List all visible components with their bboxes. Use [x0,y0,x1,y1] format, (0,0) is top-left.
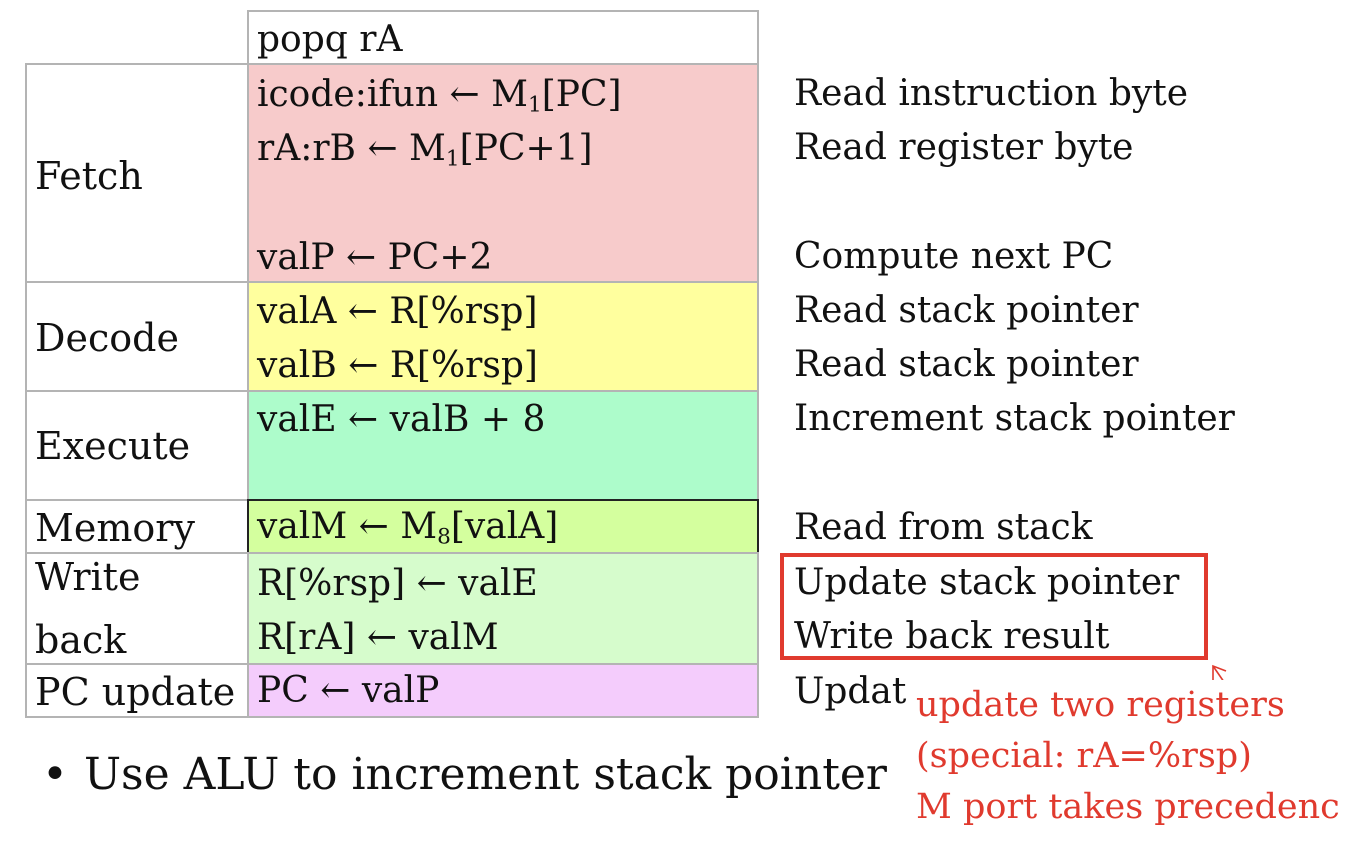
op-memory-1: valM ← M8[valA] [257,506,559,550]
op-pc-1: PC ← valP [257,670,440,711]
op-writeback-2: R[rA] ← valM [257,617,499,658]
annotation-line-1: update two registers [916,680,1285,731]
ops-decode: valA ← R[%rsp] valB ← R[%rsp] [247,281,759,392]
comment-writeback-1: Update stack pointer [794,562,1180,603]
op-fetch-2: rA:rB ← M1[PC+1] [257,128,593,172]
stage-pc-update: PC update [25,663,249,718]
stage-write-back: Write back [25,552,249,665]
comment-fetch-2: Read register byte [794,127,1134,168]
ops-pc-update: PC ← valP [247,663,759,718]
comment-fetch-3: Compute next PC [794,236,1114,277]
stage-memory: Memory [25,499,249,554]
highlight-box [780,553,1208,660]
comment-fetch-1: Read instruction byte [794,73,1188,114]
ops-memory: valM ← M8[valA] [247,499,759,554]
ops-fetch: icode:ifun ← M1[PC] rA:rB ← M1[PC+1] val… [247,63,759,283]
ops-write-back: R[%rsp] ← valE R[rA] ← valM [247,552,759,665]
op-decode-2: valB ← R[%rsp] [257,345,538,386]
stage-decode: Decode [25,281,249,392]
bullet-text: Use ALU to increment stack pointer [83,749,887,800]
comment-memory-1: Read from stack [794,507,1093,548]
annotation-line-2: (special: rA=%rsp) [916,736,1252,776]
ops-execute: valE ← valB + 8 [247,390,759,501]
stage-execute: Execute [25,390,249,501]
comment-decode-1: Read stack pointer [794,290,1139,331]
instruction-header: popq rA [257,19,403,60]
op-execute-1: valE ← valB + 8 [257,399,546,440]
op-fetch-3: valP ← PC+2 [257,237,493,278]
comment-execute-1: Increment stack pointer [794,398,1235,439]
comment-decode-2: Read stack pointer [794,344,1139,385]
bullet-point: • Use ALU to increment stack pointer [42,750,887,800]
stage-fetch: Fetch [25,63,249,283]
op-fetch-1: icode:ifun ← M1[PC] [257,74,622,118]
instruction-header-cell: popq rA [247,10,759,65]
op-decode-1: valA ← R[%rsp] [257,291,538,332]
annotation-note: update two registers (special: rA=%rsp) … [916,680,1352,833]
bullet-marker: • [42,749,68,800]
op-writeback-1: R[%rsp] ← valE [257,563,538,604]
annotation-line-3: M port takes precedenc [916,787,1340,827]
comment-pc-1: Updat [794,671,907,712]
comment-writeback-2: Write back result [794,616,1110,657]
